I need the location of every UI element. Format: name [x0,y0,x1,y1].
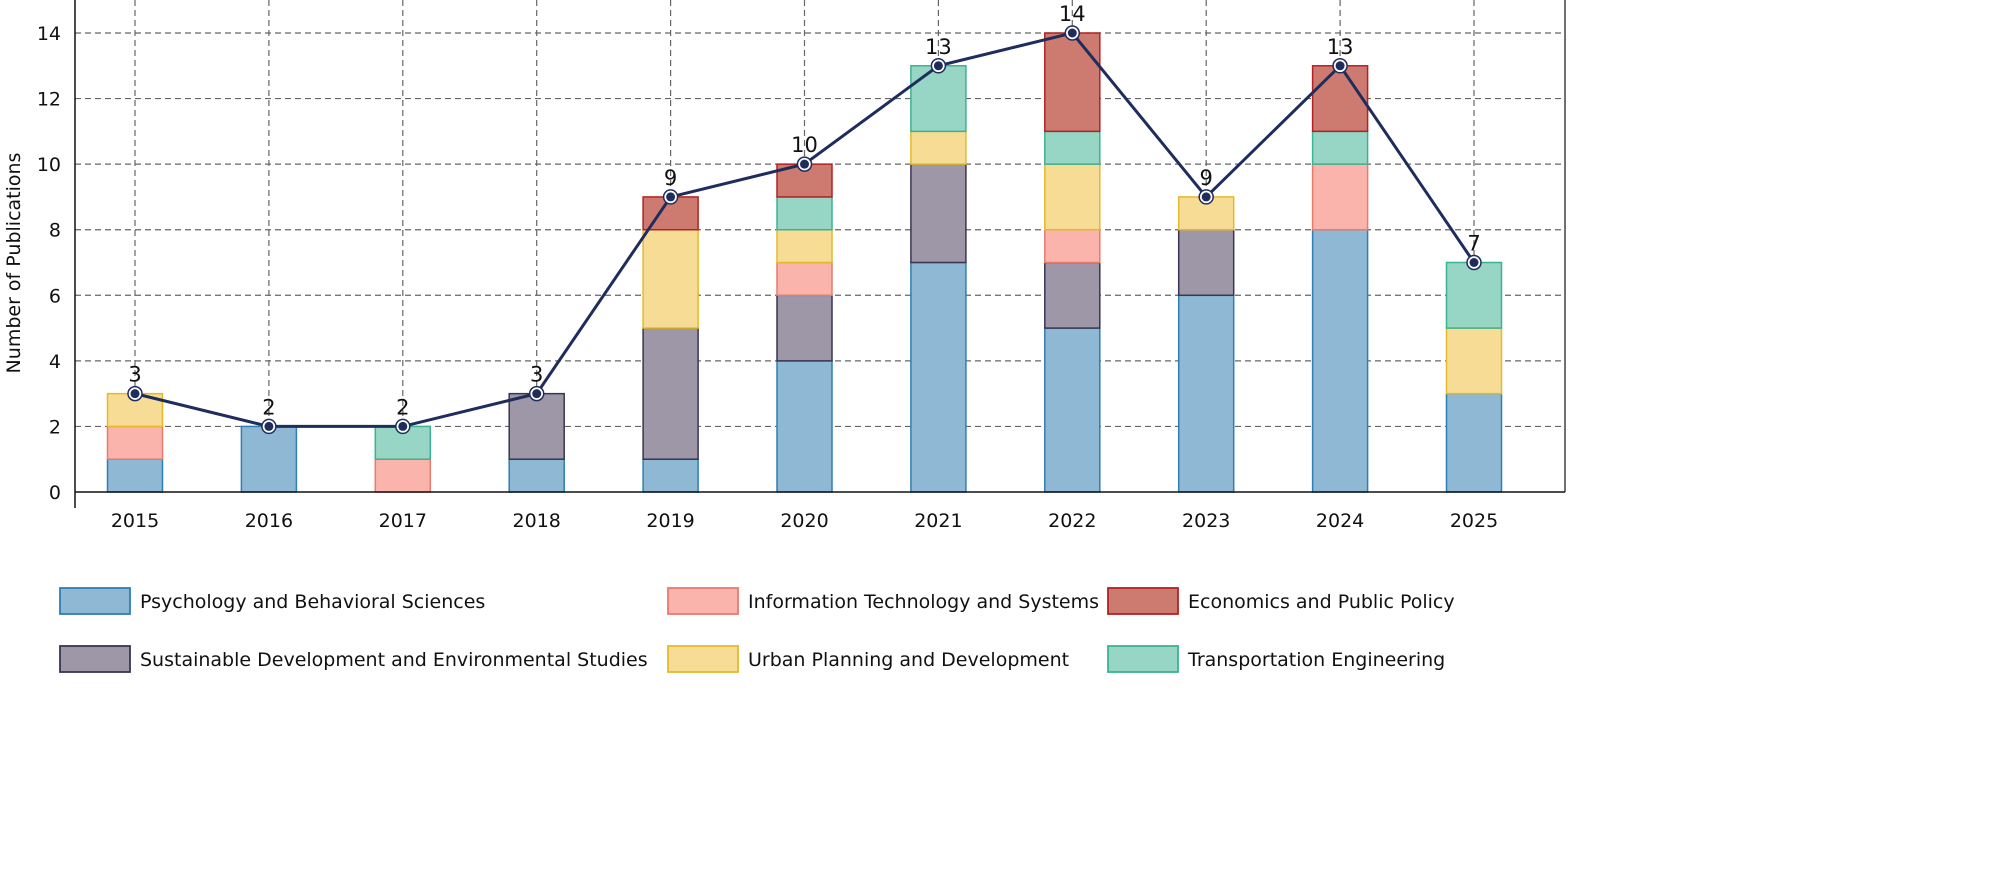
total-data-label: 13 [925,35,952,59]
bar-segment [1044,261,1101,329]
y-tick-label: 12 [37,89,61,111]
bar-segment [1044,130,1101,165]
total-point [1335,61,1345,71]
x-tick-label: 2023 [1182,510,1230,532]
total-data-label: 3 [128,363,141,387]
legend-label: Information Technology and Systems [748,591,1099,613]
bar-segment [1311,228,1369,493]
legend-swatch [667,587,739,615]
bar-segment [776,360,833,493]
legend-swatch [1107,587,1179,615]
total-point [933,61,943,71]
total-data-label: 13 [1327,35,1354,59]
x-tick-label: 2022 [1048,510,1096,532]
bar-segment [776,228,833,264]
y-tick-label: 14 [37,23,61,45]
x-tick-label: 2017 [379,510,427,532]
total-data-label: 2 [262,395,275,419]
y-tick-label: 0 [49,482,61,504]
total-data-label: 14 [1059,2,1086,26]
total-data-label: 9 [1200,166,1213,190]
legend-swatch [59,645,131,673]
x-tick-label: 2019 [646,510,694,532]
total-data-label: 9 [664,166,677,190]
bar-segment [1311,65,1369,133]
bar-segment [508,458,565,493]
bar-segment [910,65,967,133]
x-tick-label: 2024 [1316,510,1364,532]
total-point [130,389,140,399]
x-tick-label: 2016 [245,510,293,532]
axes: 0 2 4 6 8 10 12 14 2015 2016 2017 2018 2019 2020 2021 2… [37,0,1566,532]
y-tick-label: 2 [49,416,61,438]
bar-segment [106,425,164,460]
y-tick-label: 4 [49,351,61,373]
total-point [666,192,676,202]
total-data-label: 7 [1467,232,1480,256]
total-point [800,159,809,169]
bar-segment [1044,32,1101,133]
x-tick-label: 2018 [513,510,561,532]
x-tick-label: 2025 [1450,510,1498,532]
legend-label: Economics and Public Policy [1188,591,1455,613]
y-tick-label: 8 [49,220,61,242]
bar-segment [1044,163,1101,231]
bar-segment [776,196,833,231]
bar-segment [642,228,699,329]
bar-segment [1177,294,1235,493]
total-point [1201,192,1211,202]
x-tick-label: 2021 [914,510,962,532]
y-axis-label: Number of Publications [3,153,25,374]
bar-segment [1311,130,1369,165]
legend-swatch [59,587,131,615]
y-tick-label: 6 [49,285,61,307]
x-tick-label: 2015 [111,510,159,532]
total-data-label: 10 [791,133,818,157]
total-point [264,421,274,431]
bar-segment [776,294,833,362]
x-tick-label: 2020 [780,510,828,532]
bar-segment [1445,392,1503,493]
legend-swatch [667,645,739,673]
bar-segment [776,261,833,297]
total-data-label: 2 [396,395,409,419]
total-data-label: 3 [530,363,543,387]
bar-segment [910,130,967,165]
legend-label: Urban Planning and Development [748,649,1069,671]
legend-label: Sustainable Development and Environmenta… [140,649,648,671]
y-tick-label: 10 [37,154,61,176]
bar-segment [508,392,565,460]
total-point [532,389,542,399]
legend-label: Psychology and Behavioral Sciences [140,591,485,613]
total-point [1067,28,1077,38]
legend-label: Transportation Engineering [1187,649,1445,671]
bar-segment [1044,327,1101,493]
legend: Psychology and Behavioral Sciences Inform… [59,587,1455,673]
bar-segment [106,458,164,493]
bar-segment [240,425,298,493]
legend-swatch [1107,645,1179,673]
bar-segment [1445,327,1503,395]
bar-segment [910,261,967,493]
bar-segment [910,163,967,264]
bar-segment [1311,163,1369,231]
bar-segment [374,458,432,493]
bar-segment [642,327,699,460]
total-point [1469,258,1479,267]
bar-segment [1177,228,1235,297]
bar-segment [1044,228,1101,264]
total-line: 3 2 2 3 9 10 13 14 9 13 7 [127,2,1482,435]
bar-segment [642,458,699,493]
bar-segment [1445,261,1503,329]
total-point [398,421,408,431]
